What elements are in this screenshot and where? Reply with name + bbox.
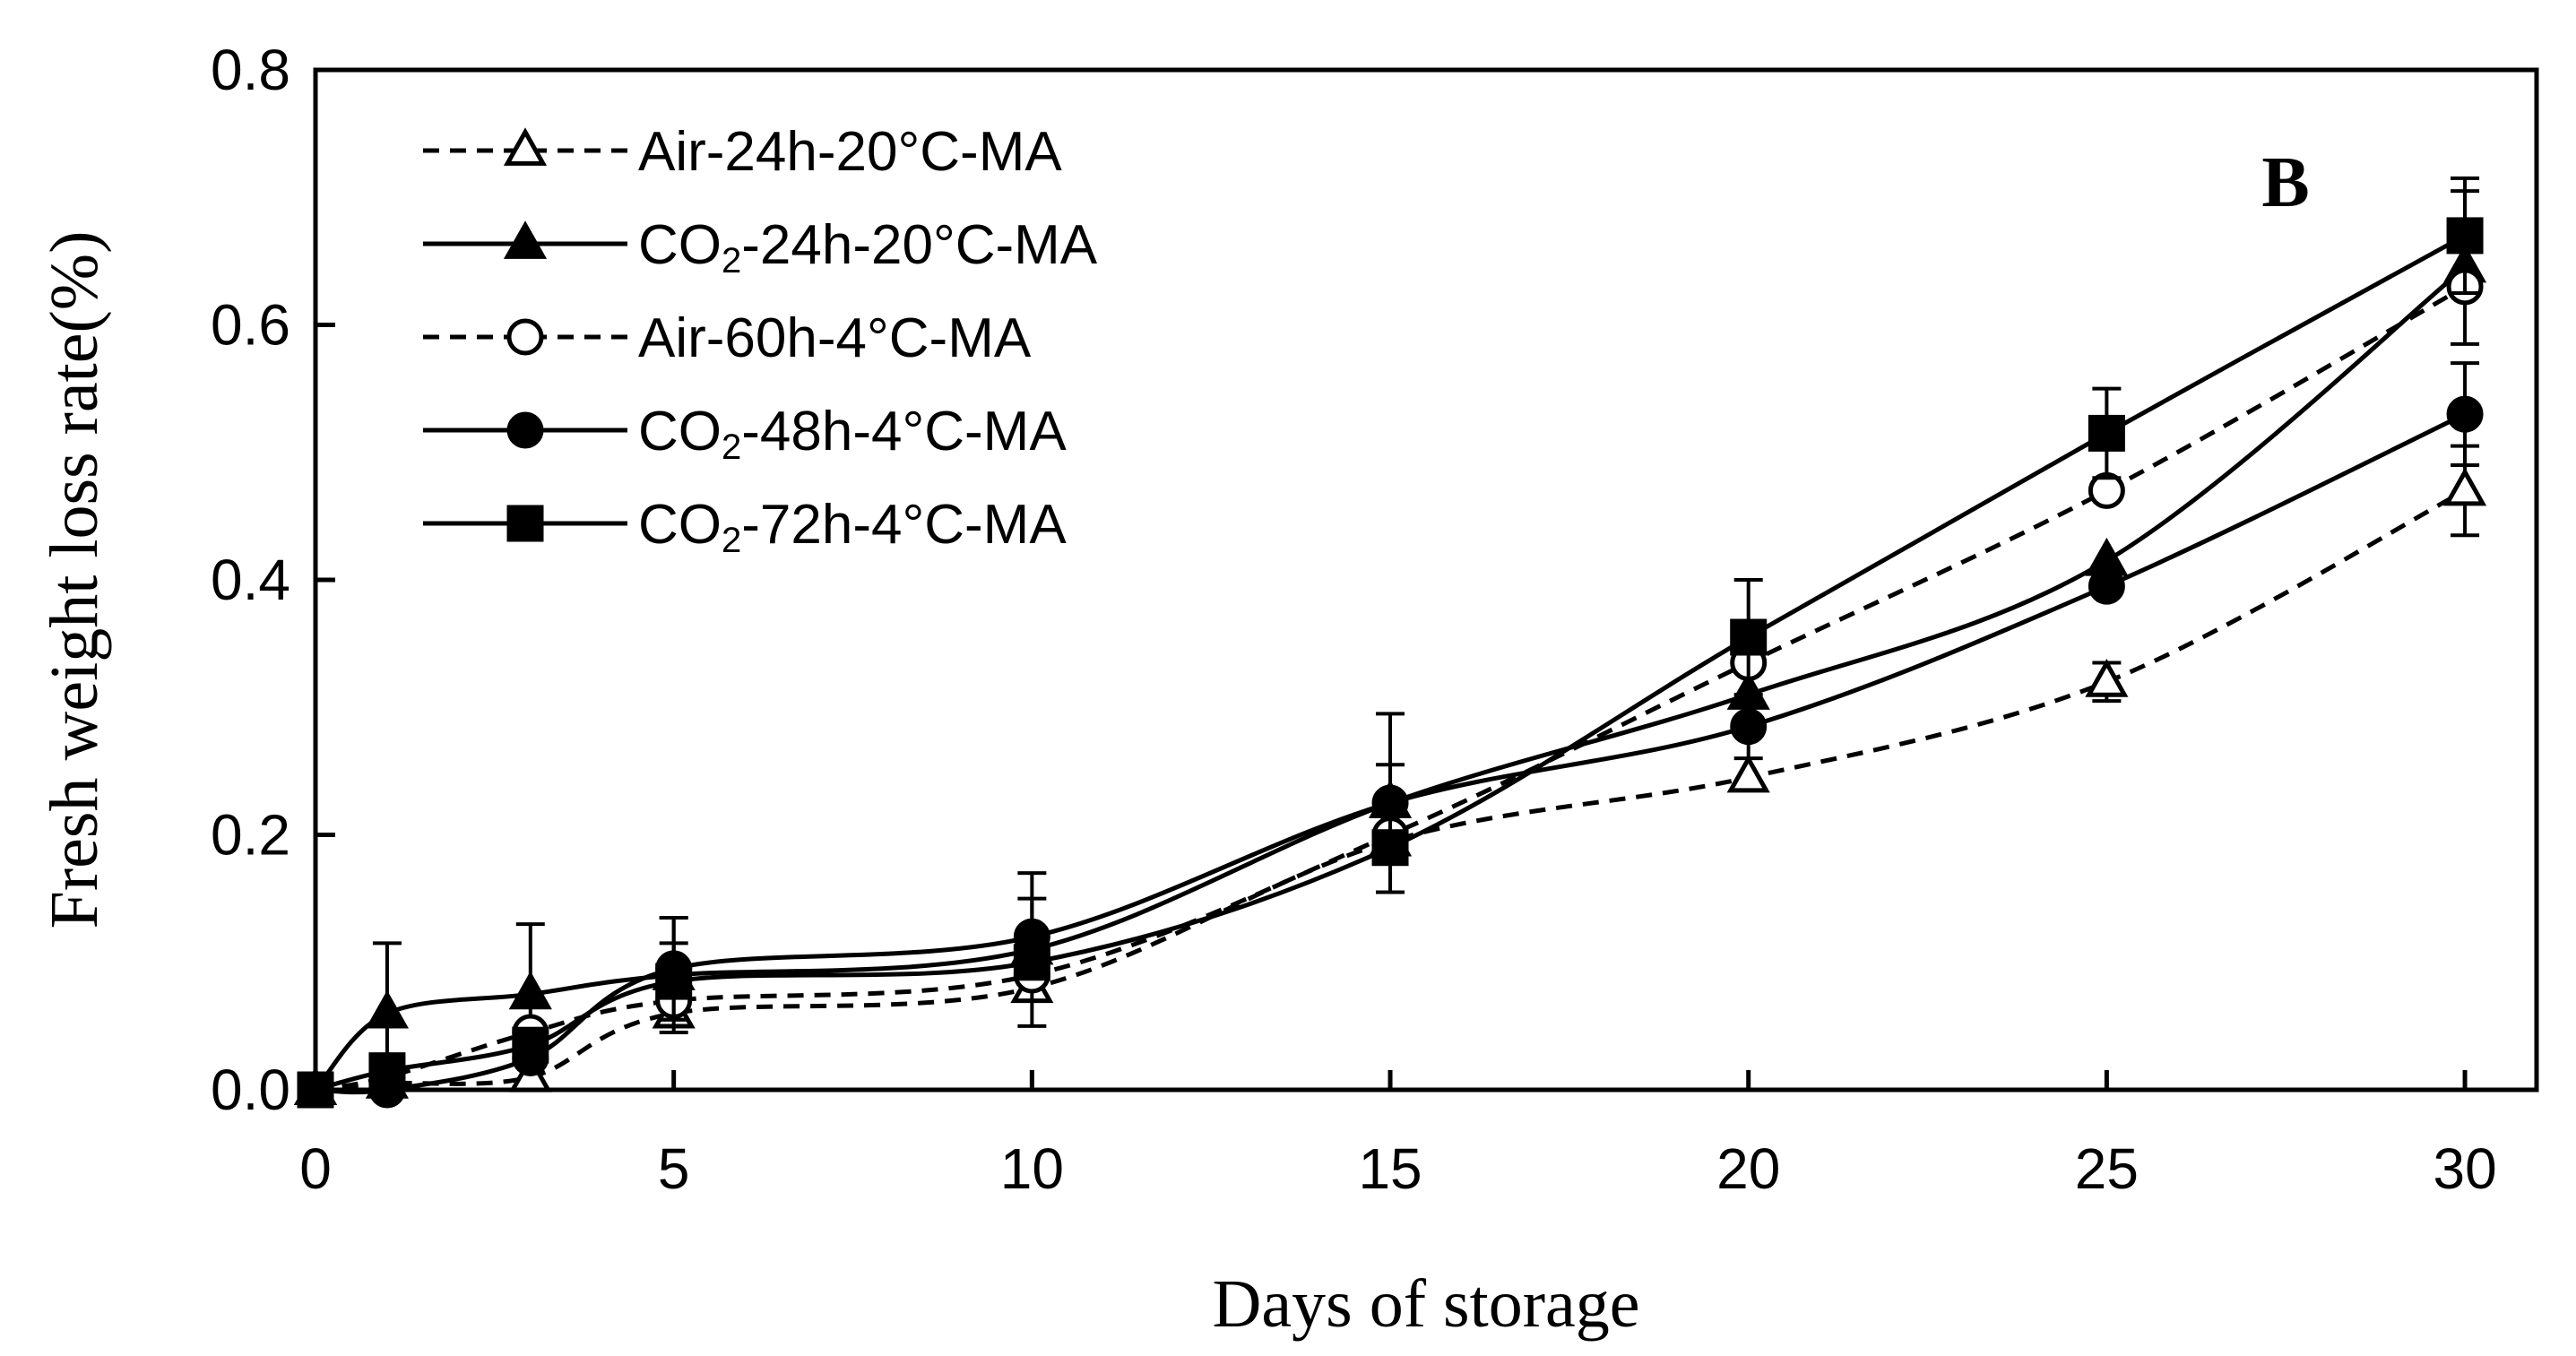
data-point bbox=[1371, 829, 1409, 867]
data-point bbox=[508, 971, 552, 1010]
x-tick-label: 15 bbox=[1358, 1136, 1422, 1201]
data-point bbox=[655, 963, 693, 1000]
x-tick-label: 20 bbox=[1716, 1136, 1780, 1201]
legend-marker bbox=[503, 127, 548, 166]
data-point bbox=[2085, 659, 2129, 697]
y-tick-label: 0.4 bbox=[211, 548, 290, 612]
x-tick-label: 10 bbox=[1000, 1136, 1064, 1201]
legend-marker bbox=[506, 505, 544, 542]
plot-area bbox=[293, 176, 2487, 1109]
legend-item: CO2-48h-4°C-MA bbox=[423, 401, 1067, 467]
legend-item: CO2-24h-20°C-MA bbox=[423, 214, 1098, 281]
axes: 0.0 0.2 0.4 0.6 0.8 0 5 10 15 20 25 30 bbox=[211, 38, 2539, 1201]
y-tick-label: 0.6 bbox=[211, 293, 290, 358]
legend-label: CO2-24h-20°C-MA bbox=[638, 214, 1098, 281]
x-tick-label: 5 bbox=[658, 1136, 690, 1201]
x-axis-title: Days of storage bbox=[1213, 1266, 1640, 1342]
data-point bbox=[1726, 754, 1770, 793]
data-point bbox=[512, 1026, 549, 1064]
data-point bbox=[365, 989, 410, 1029]
legend-item: CO2-72h-4°C-MA bbox=[423, 494, 1067, 560]
data-point bbox=[2442, 467, 2487, 506]
legend-label: Air-60h-4°C-MA bbox=[638, 307, 1032, 369]
data-point bbox=[1730, 618, 1768, 656]
data-point bbox=[2088, 567, 2125, 605]
panel-label: B bbox=[2261, 143, 2309, 222]
legend-marker bbox=[506, 411, 544, 449]
legend-label: CO2-72h-4°C-MA bbox=[638, 494, 1067, 560]
legend-marker bbox=[503, 220, 548, 259]
legend-label: CO2-48h-4°C-MA bbox=[638, 401, 1067, 467]
data-point bbox=[2446, 217, 2484, 255]
data-point bbox=[2088, 414, 2125, 452]
y-tick-label: 0.2 bbox=[211, 803, 290, 868]
legend-item: Air-24h-20°C-MA bbox=[423, 121, 1062, 183]
y-tick-label: 0.0 bbox=[211, 1058, 290, 1122]
x-tick-label: 30 bbox=[2433, 1136, 2496, 1201]
x-tick-label: 25 bbox=[2075, 1136, 2139, 1201]
y-axis-title: Fresh weight loss rate(%) bbox=[37, 231, 112, 929]
legend-label: Air-24h-20°C-MA bbox=[638, 121, 1062, 183]
series-5 bbox=[297, 176, 2484, 1109]
data-point bbox=[2446, 395, 2484, 433]
series-2 bbox=[293, 189, 2487, 1105]
legend: Air-24h-20°C-MA CO2-24h-20°C-MA Air-60h-4°… bbox=[423, 121, 1098, 560]
legend-item: Air-60h-4°C-MA bbox=[423, 307, 1032, 369]
legend-marker bbox=[506, 318, 544, 356]
data-point bbox=[368, 1052, 406, 1090]
series-line bbox=[314, 265, 2467, 1092]
x-tick-label: 0 bbox=[299, 1136, 332, 1201]
data-point bbox=[1013, 944, 1050, 981]
data-point bbox=[1730, 708, 1768, 746]
y-tick-label: 0.8 bbox=[211, 38, 290, 102]
